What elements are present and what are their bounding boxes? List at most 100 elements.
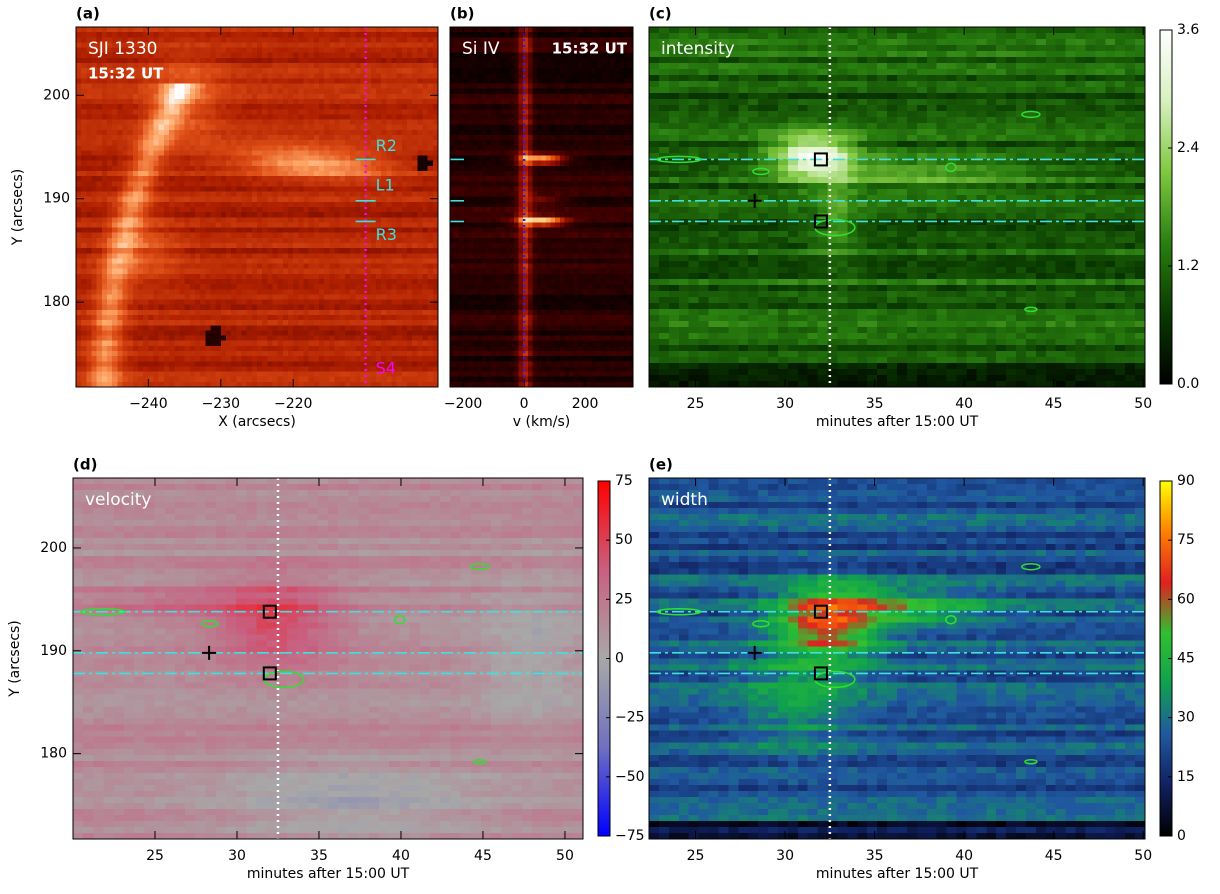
image-pixel [355, 166, 361, 172]
image-pixel [412, 238, 418, 244]
image-pixel [267, 274, 273, 280]
image-pixel [304, 73, 310, 79]
image-pixel [324, 145, 330, 151]
image-pixel [123, 84, 129, 90]
image-pixel [267, 351, 273, 357]
image-pixel [200, 145, 206, 151]
image-pixel [231, 269, 237, 275]
image-pixel [221, 361, 227, 367]
image-pixel [329, 269, 335, 275]
image-pixel [86, 228, 92, 234]
image-pixel [304, 104, 310, 110]
image-pixel [205, 192, 211, 198]
image-pixel [412, 73, 418, 79]
image-pixel [329, 161, 335, 167]
image-pixel [355, 258, 361, 264]
image-pixel [428, 346, 434, 352]
image-pixel [154, 217, 160, 223]
image-pixel [97, 166, 103, 172]
image-pixel [381, 63, 387, 69]
image-pixel [133, 351, 139, 357]
image-pixel [123, 135, 129, 141]
image-pixel [345, 274, 351, 280]
image-pixel [428, 125, 434, 131]
image-pixel [76, 42, 82, 48]
image-pixel [154, 192, 160, 198]
image-pixel [298, 120, 304, 126]
image-pixel [236, 37, 242, 43]
image-pixel [195, 109, 201, 115]
image-pixel [231, 171, 237, 177]
image-pixel [428, 372, 434, 378]
image-pixel [335, 351, 341, 357]
image-pixel [397, 228, 403, 234]
image-pixel [329, 171, 335, 177]
image-pixel [128, 377, 134, 383]
image-pixel [537, 32, 542, 38]
image-pixel [190, 294, 196, 300]
image-pixel [273, 130, 279, 136]
image-pixel [267, 78, 273, 84]
image-pixel [319, 32, 325, 38]
image-pixel [324, 258, 330, 264]
image-pixel [262, 104, 268, 110]
image-pixel [200, 284, 206, 290]
image-pixel [159, 37, 165, 43]
image-pixel [169, 73, 175, 79]
image-pixel [283, 243, 289, 249]
image-pixel [112, 156, 118, 162]
image-pixel [298, 356, 304, 362]
image-pixel [262, 109, 268, 115]
image-pixel [169, 212, 175, 218]
image-pixel [226, 217, 232, 223]
image-pixel [335, 42, 341, 48]
image-pixel [86, 346, 92, 352]
image-pixel [402, 125, 408, 131]
image-pixel [324, 48, 330, 54]
image-pixel [133, 166, 139, 172]
image-pixel [314, 73, 320, 79]
image-pixel [355, 269, 361, 275]
image-pixel [117, 284, 123, 290]
image-pixel [407, 372, 413, 378]
image-pixel [221, 197, 227, 203]
image-pixel [355, 37, 361, 43]
image-pixel [340, 94, 346, 100]
image-pixel [381, 351, 387, 357]
image-pixel [288, 269, 294, 275]
image-pixel [428, 37, 434, 43]
image-pixel [200, 341, 206, 347]
image-pixel [386, 78, 392, 84]
image-pixel [236, 125, 242, 131]
image-pixel [345, 300, 351, 306]
image-pixel [133, 130, 139, 136]
image-pixel [397, 284, 403, 290]
image-pixel [283, 48, 289, 54]
region-label: L1 [376, 175, 395, 194]
image-pixel [128, 99, 134, 105]
image-pixel [350, 228, 356, 234]
image-pixel [252, 94, 258, 100]
image-pixel [154, 109, 160, 115]
image-pixel [195, 145, 201, 151]
image-pixel [407, 279, 413, 285]
image-pixel [314, 84, 320, 90]
image-pixel [288, 202, 294, 208]
image-pixel [402, 305, 408, 311]
image-pixel [179, 279, 185, 285]
image-pixel [376, 68, 382, 74]
image-pixel [252, 336, 258, 342]
image-pixel [241, 269, 247, 275]
image-pixel [107, 202, 113, 208]
image-pixel [164, 346, 170, 352]
image-pixel [154, 258, 160, 264]
image-pixel [123, 274, 129, 280]
image-pixel [81, 125, 87, 131]
image-pixel [143, 150, 149, 156]
image-pixel [407, 73, 413, 79]
image-pixel [304, 197, 310, 203]
image-pixel [391, 217, 397, 223]
image-pixel [76, 186, 82, 192]
image-pixel [355, 207, 361, 213]
image-pixel [148, 305, 154, 311]
